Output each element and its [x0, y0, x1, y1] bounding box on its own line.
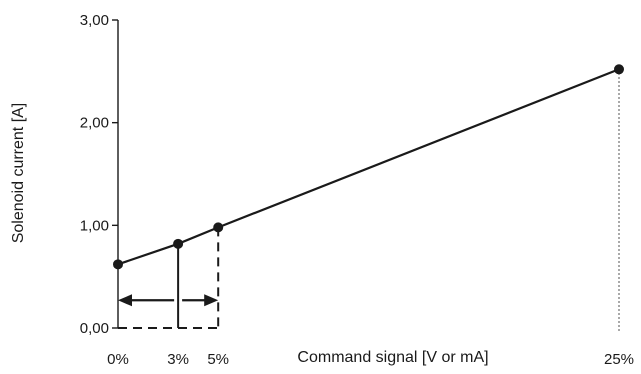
y-tick-label: 1,00	[80, 217, 109, 234]
arrow-head	[204, 294, 219, 307]
x-tick-label: 0%	[107, 351, 129, 368]
data-point	[173, 238, 184, 249]
x-tick-label: 5%	[207, 351, 229, 368]
y-tick-label: 2,00	[80, 115, 109, 132]
labels: 0,00 1,00 2,00 3,00 0% 3% 5% 25%	[80, 12, 634, 368]
x-axis-title: Command signal [V or mA]	[297, 349, 488, 366]
series	[113, 64, 624, 270]
y-axis-title: Solenoid current [A]	[10, 103, 27, 244]
y-tick-label: 0,00	[80, 320, 109, 337]
data-point	[113, 259, 123, 270]
annotations	[118, 69, 620, 333]
data-point	[213, 222, 224, 233]
x-tick-label: 3%	[167, 351, 189, 368]
data-point	[614, 64, 624, 75]
axes	[112, 19, 119, 329]
y-tick-label: 3,00	[80, 12, 109, 29]
arrow-head	[118, 294, 132, 307]
series-line	[117, 68, 620, 266]
x-tick-label: 25%	[604, 351, 634, 368]
